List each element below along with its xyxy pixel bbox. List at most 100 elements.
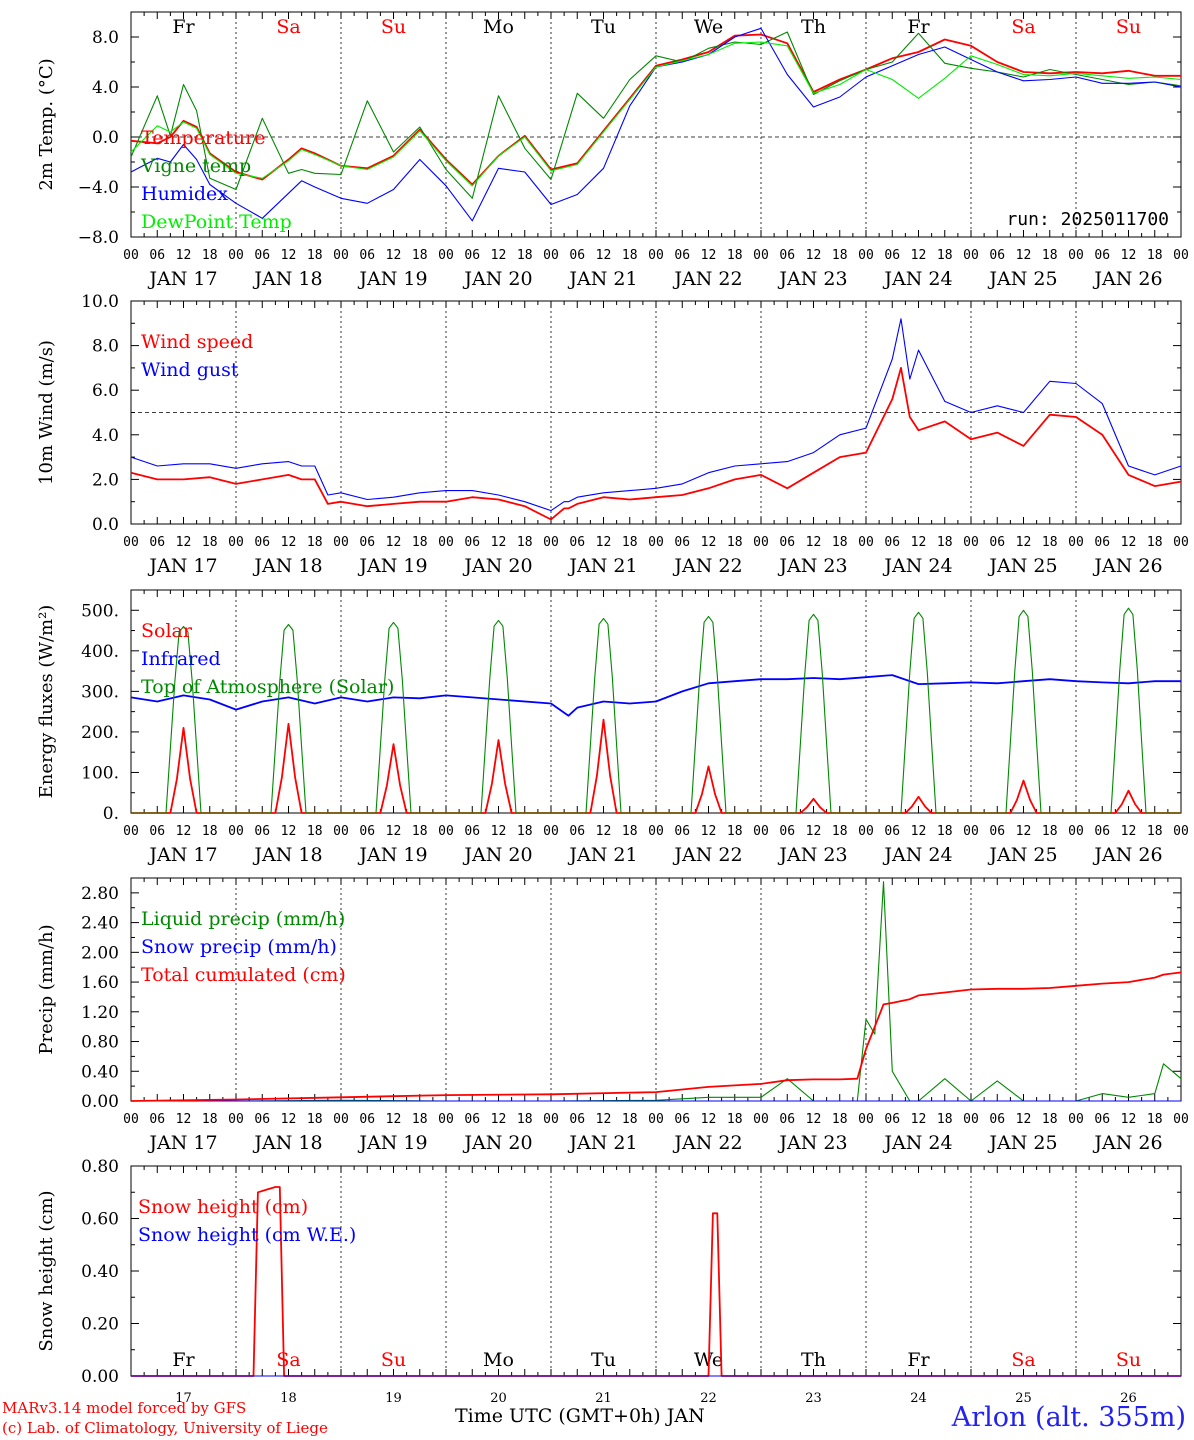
- series-line-2: [130, 31, 1182, 199]
- day-number-label: 21: [595, 1391, 612, 1406]
- hour-tick-label: 00: [858, 535, 874, 550]
- hour-tick-label: 12: [281, 824, 297, 839]
- legend-entry: Solar: [141, 620, 193, 642]
- y-tick-label: 500.: [81, 601, 119, 621]
- weekday-label: Sa: [1011, 16, 1035, 38]
- hour-tick-label: 18: [412, 248, 428, 263]
- hour-tick-label: 06: [989, 248, 1005, 263]
- hour-tick-label: 12: [701, 1112, 717, 1127]
- day-number-label: 25: [1015, 1391, 1032, 1406]
- hour-tick-label: 00: [753, 824, 769, 839]
- date-label: JAN 23: [777, 1132, 847, 1154]
- run-label: run: 2025011700: [1006, 209, 1169, 230]
- hour-tick-label: 18: [202, 824, 218, 839]
- y-tick-label: −4.0: [78, 178, 119, 198]
- hour-tick-label: 06: [569, 1112, 585, 1127]
- date-label: JAN 24: [882, 268, 952, 290]
- hour-tick-label: 18: [937, 824, 953, 839]
- hour-tick-label: 06: [254, 824, 270, 839]
- date-label: JAN 22: [672, 1132, 742, 1154]
- hour-tick-label: 12: [596, 1112, 612, 1127]
- hour-tick-label: 00: [333, 248, 349, 263]
- hour-tick-label: 18: [1147, 535, 1163, 550]
- hour-tick-label: 06: [464, 248, 480, 263]
- hour-tick-label: 12: [1016, 248, 1032, 263]
- hour-tick-label: 00: [333, 535, 349, 550]
- hour-tick-label: 00: [228, 535, 244, 550]
- hour-tick-label: 06: [254, 1112, 270, 1127]
- hour-tick-label: 06: [884, 1112, 900, 1127]
- hour-tick-label: 12: [491, 1112, 507, 1127]
- y-tick-label: 2.00: [81, 943, 119, 963]
- y-tick-label: 2.0: [92, 470, 119, 490]
- hour-tick-label: 18: [202, 535, 218, 550]
- legend-entry: Total cumulated (cm): [141, 964, 346, 986]
- hour-tick-label: 06: [779, 1112, 795, 1127]
- date-label: JAN 24: [882, 555, 952, 577]
- y-tick-label: 8.0: [92, 28, 119, 48]
- y-axis-title: Energy fluxes (W/m²): [36, 605, 57, 799]
- y-tick-label: 1.20: [81, 1003, 119, 1023]
- date-label: JAN 19: [357, 1132, 427, 1154]
- hour-tick-label: 12: [1121, 248, 1137, 263]
- hour-tick-label: 12: [911, 535, 927, 550]
- legend-entry: Snow height (cm): [138, 1196, 308, 1218]
- hour-tick-label: 12: [596, 535, 612, 550]
- series-line-2: [130, 674, 1181, 717]
- legend-entry: DewPoint Temp: [141, 211, 292, 233]
- hour-tick-label: 06: [359, 248, 375, 263]
- hour-tick-label: 06: [569, 824, 585, 839]
- hour-tick-label: 00: [648, 535, 664, 550]
- hour-tick-label: 12: [281, 1112, 297, 1127]
- hour-tick-label: 00: [123, 248, 139, 263]
- hour-tick-label: 00: [1068, 535, 1084, 550]
- hour-tick-label: 06: [569, 248, 585, 263]
- date-label: JAN 23: [777, 268, 847, 290]
- hour-tick-label: 00: [228, 248, 244, 263]
- weekday-label: Tu: [591, 1349, 616, 1371]
- y-tick-label: 0.40: [81, 1062, 119, 1082]
- legend-entry: Liquid precip (mm/h): [141, 908, 345, 930]
- hour-tick-label: 18: [1042, 1112, 1058, 1127]
- weekday-label: Th: [801, 16, 826, 38]
- hour-tick-label: 06: [779, 824, 795, 839]
- date-label: JAN 21: [567, 268, 637, 290]
- hour-tick-label: 00: [1173, 248, 1189, 263]
- hour-tick-label: 12: [911, 248, 927, 263]
- date-label: JAN 22: [672, 555, 742, 577]
- legend-entry: Temperature: [141, 127, 265, 149]
- hour-tick-label: 18: [1147, 824, 1163, 839]
- hour-tick-label: 00: [543, 1112, 559, 1127]
- date-label: JAN 20: [462, 844, 532, 866]
- hour-tick-label: 06: [359, 824, 375, 839]
- panel-4: 0.00 0.40 0.80 1.20 1.60 2.00 2.40 2.80 Precip (…: [36, 877, 1189, 1154]
- hour-tick-label: 00: [438, 535, 454, 550]
- hour-tick-label: 06: [464, 1112, 480, 1127]
- date-label: JAN 18: [252, 1132, 322, 1154]
- hour-tick-label: 06: [1094, 535, 1110, 550]
- date-label: JAN 25: [987, 1132, 1057, 1154]
- hour-tick-label: 12: [176, 824, 192, 839]
- hour-tick-label: 12: [491, 248, 507, 263]
- legend-entry: Humidex: [141, 183, 228, 205]
- date-label: JAN 20: [462, 1132, 532, 1154]
- hour-tick-label: 06: [359, 1112, 375, 1127]
- panel-5: 0.00 0.20 0.40 0.60 0.80 Snow height (cm) 17 18…: [36, 1157, 1182, 1406]
- date-label: JAN 25: [987, 268, 1057, 290]
- y-tick-label: 6.0: [92, 381, 119, 401]
- hour-tick-label: 06: [674, 1112, 690, 1127]
- hour-tick-label: 06: [674, 535, 690, 550]
- y-axis-title: 2m Temp. (°C): [36, 58, 57, 190]
- legend-entry: Wind gust: [141, 359, 239, 381]
- date-label: JAN 18: [252, 844, 322, 866]
- weekday-label: Sa: [276, 1349, 300, 1371]
- date-label: JAN 25: [987, 555, 1057, 577]
- day-number-label: 24: [910, 1391, 927, 1406]
- date-label: JAN 18: [252, 555, 322, 577]
- hour-tick-label: 06: [884, 535, 900, 550]
- hour-tick-label: 00: [648, 248, 664, 263]
- y-tick-label: 300.: [81, 682, 119, 702]
- hour-tick-label: 12: [281, 535, 297, 550]
- hour-tick-label: 00: [753, 248, 769, 263]
- weekday-label: Fr: [907, 1349, 930, 1371]
